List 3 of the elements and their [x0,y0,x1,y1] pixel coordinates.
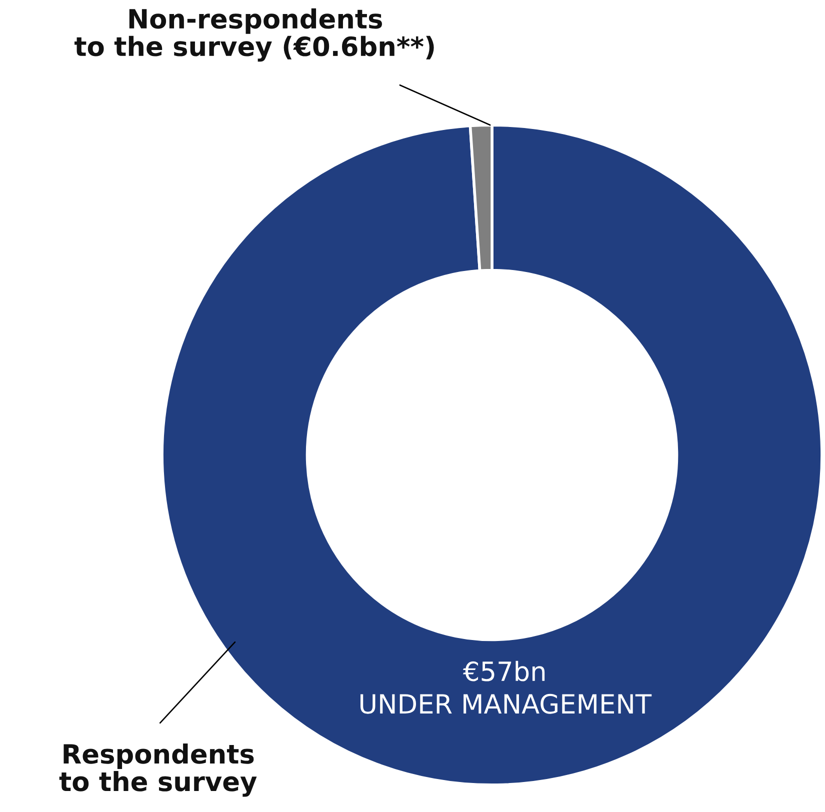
text: €57bn UNDER MANAGEMENT [360,660,652,714]
slice-label: Non-respondents to the survey (€0.6bn**) [74,8,434,62]
slice-label: Respondents to the survey [59,743,257,797]
